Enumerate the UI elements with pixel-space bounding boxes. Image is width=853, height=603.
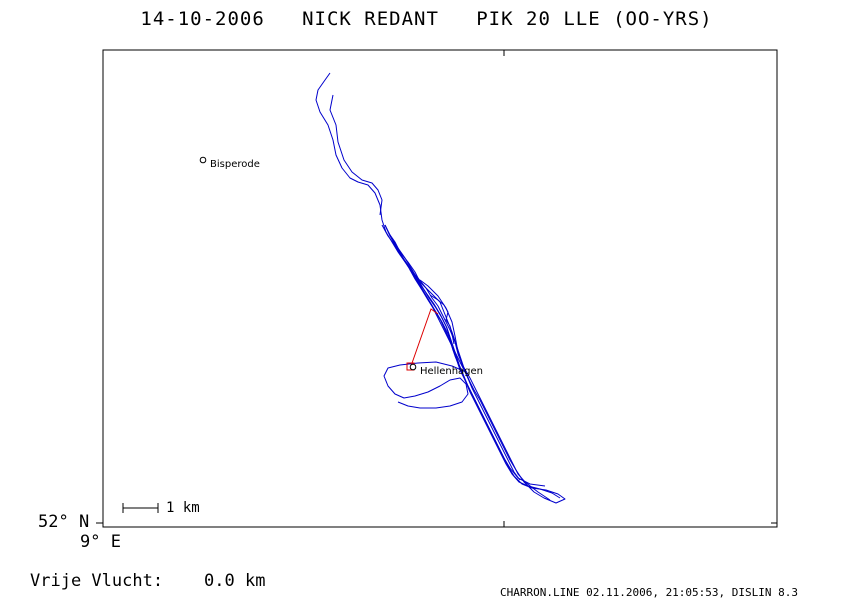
- free-flight-label: Vrije Vlucht:: [30, 571, 164, 591]
- flight-track: [315, 72, 566, 504]
- place-label-hellenhagen: Hellenhagen: [420, 366, 484, 377]
- task-line: [406, 308, 439, 371]
- place-label-bisperode: Bisperode: [210, 159, 260, 170]
- bisperode-marker: [199, 156, 207, 164]
- map-title: 14-10-2006 NICK REDANT PIK 20 LLE (OO-YR…: [140, 8, 713, 30]
- credit-line: CHARRON.LINE 02.11.2006, 21:05:53, DISLI…: [500, 586, 799, 599]
- frame-ticks: [96, 50, 777, 527]
- latitude-label: 52° N: [38, 512, 90, 532]
- free-flight-distance: Vrije Vlucht: 0.0 km: [30, 571, 265, 591]
- longitude-label: 9° E: [80, 532, 121, 552]
- distance-value: 0.0 km: [204, 571, 266, 591]
- hellenhagen-marker: [409, 363, 417, 371]
- scale-label: 1 km: [166, 500, 200, 516]
- scale-bar: [122, 503, 159, 513]
- map-frame: [102, 49, 778, 528]
